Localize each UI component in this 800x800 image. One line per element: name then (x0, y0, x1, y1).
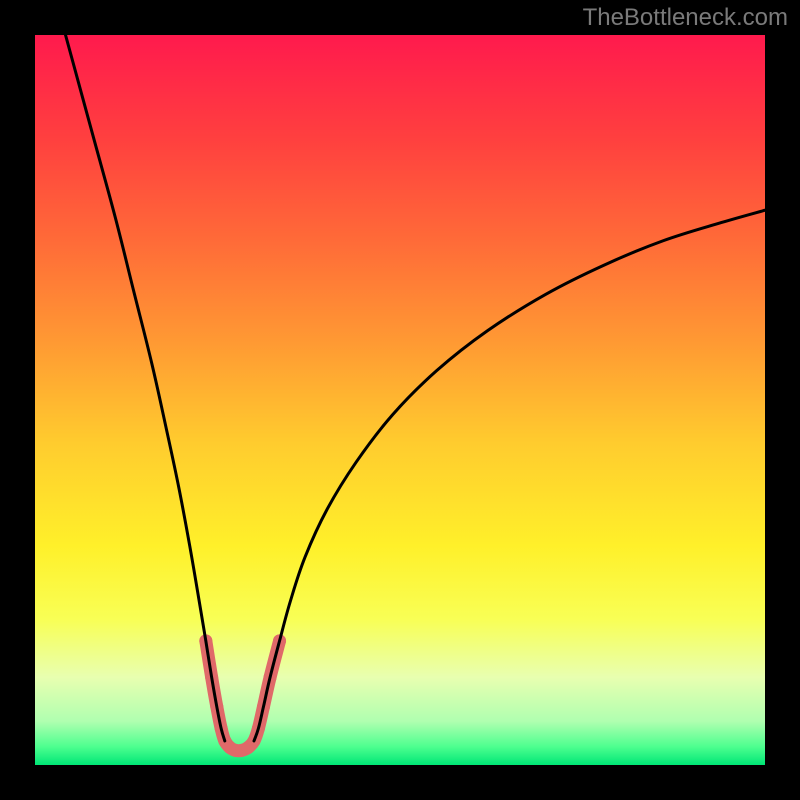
curve-left (50, 0, 225, 741)
curve-right (254, 210, 765, 741)
marker-trail (206, 641, 280, 751)
watermark-text: TheBottleneck.com (583, 4, 788, 32)
chart-container: TheBottleneck.com (0, 0, 800, 800)
chart-svg (0, 0, 800, 800)
